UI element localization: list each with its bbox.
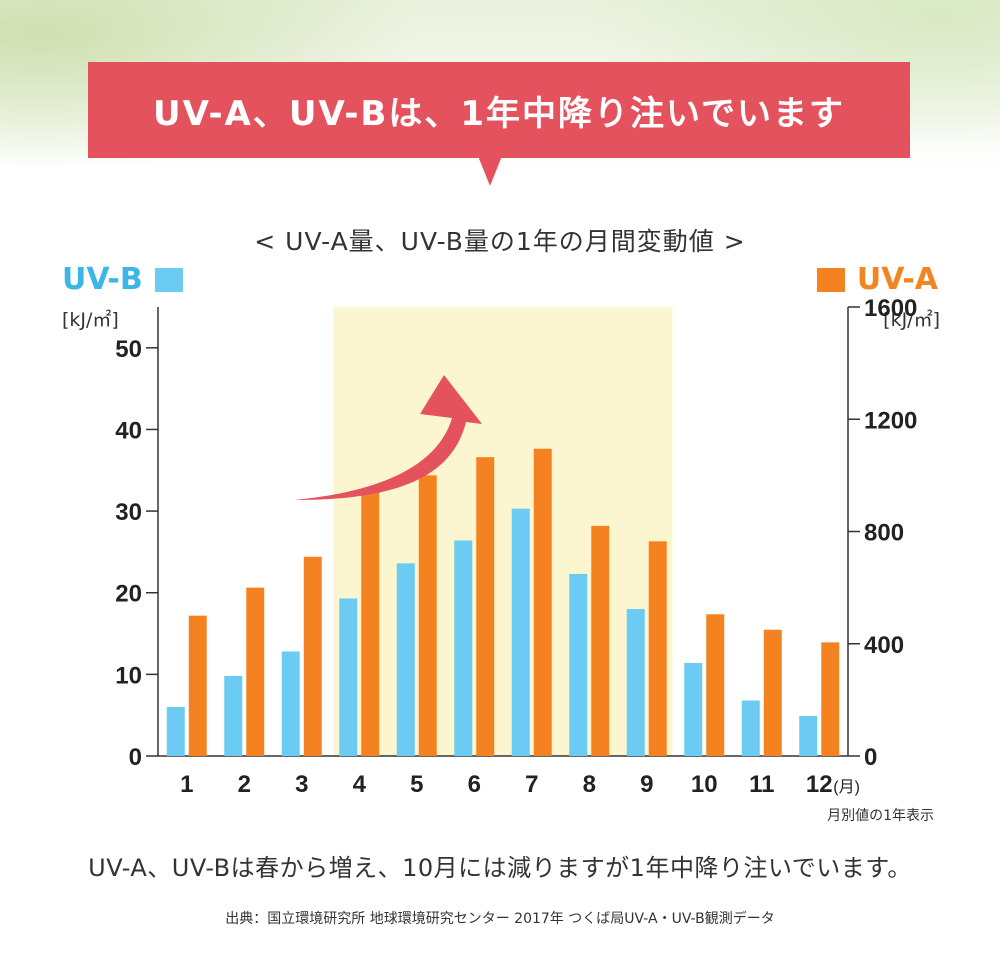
- uva-bar: [418, 475, 437, 756]
- legend-uva-label: UV-A: [856, 262, 938, 297]
- left-tick-label: 30: [115, 499, 142, 526]
- left-tick-label: 40: [115, 417, 142, 444]
- uva-bar: [188, 615, 207, 756]
- uvb-bar: [396, 563, 415, 756]
- x-tick-label: 4: [353, 771, 367, 798]
- right-tick-label: 0: [864, 744, 877, 771]
- uva-bar: [706, 614, 725, 756]
- uvb-bar: [569, 573, 588, 756]
- legend-uva-swatch: [816, 267, 845, 292]
- uvb-bar: [741, 700, 760, 756]
- uva-bar: [648, 541, 667, 756]
- banner: UV-A、UV-Bは、1年中降り注いでいます: [88, 62, 910, 158]
- uvb-bar: [684, 662, 703, 756]
- right-tick-label: 800: [864, 520, 904, 547]
- legend-uva: UV-A: [816, 262, 938, 297]
- uva-bar: [533, 448, 552, 756]
- x-tick-label: 8: [583, 771, 596, 798]
- left-tick-label: 20: [115, 581, 142, 608]
- uva-bar: [591, 525, 610, 756]
- summary-text: UV-A、UV-Bは春から増え、10月には減りますが1年中降り注いでいます。: [88, 854, 912, 882]
- banner-title: UV-A、UV-Bは、1年中降り注いでいます: [153, 93, 845, 134]
- uva-bar: [821, 642, 840, 756]
- uva-bar: [476, 457, 495, 756]
- left-tick-label: 10: [115, 662, 142, 689]
- uvb-bar: [224, 675, 243, 756]
- rising-arrow: [294, 375, 482, 500]
- uvb-bar: [454, 540, 473, 756]
- chart-title: < UV-A量、UV-B量の1年の月間変動値 >: [254, 227, 746, 256]
- uva-bar: [246, 587, 265, 756]
- x-unit-label: (月): [833, 779, 860, 796]
- x-tick-label: 7: [525, 771, 538, 798]
- left-tick-label: 50: [115, 336, 142, 363]
- left-axis-unit: [kJ/㎡]: [62, 309, 119, 331]
- right-tick-label: 1200: [864, 407, 917, 434]
- uvb-bar: [626, 609, 645, 756]
- highlight-band: [333, 307, 673, 756]
- legend-uvb: UV-B: [62, 262, 183, 297]
- x-tick-label: 9: [640, 771, 653, 798]
- x-tick-label: 5: [410, 771, 423, 798]
- uva-bar: [361, 492, 380, 756]
- chart-note: 月別値の1年表示: [827, 808, 934, 824]
- right-axis-unit: [kJ/㎡]: [883, 309, 940, 331]
- x-tick-label: 3: [295, 771, 308, 798]
- banner-pointer: [478, 156, 502, 186]
- left-tick-label: 0: [129, 744, 142, 771]
- uvb-bar: [339, 598, 358, 756]
- x-tick-label: 6: [468, 771, 481, 798]
- uva-bar: [303, 556, 322, 756]
- source-text: 出典：国立環境研究所 地球環境研究センター 2017年 つくば局UV-A・UV-…: [225, 911, 775, 927]
- right-tick-label: 400: [864, 632, 904, 659]
- x-tick-label: 2: [238, 771, 251, 798]
- x-tick-label: 11: [749, 771, 774, 798]
- legend-uvb-swatch: [154, 267, 183, 292]
- uvb-bar: [166, 707, 185, 756]
- uvb-bar: [511, 508, 530, 756]
- x-tick-label: 10: [691, 771, 718, 798]
- legend-uvb-label: UV-B: [62, 262, 143, 297]
- x-tick-label: 12: [806, 771, 833, 798]
- right-tick-label: 1600: [864, 295, 917, 322]
- uva-bar: [763, 629, 782, 756]
- uvb-bar: [281, 651, 300, 756]
- x-tick-label: 1: [180, 771, 193, 798]
- uvb-bar: [799, 715, 818, 756]
